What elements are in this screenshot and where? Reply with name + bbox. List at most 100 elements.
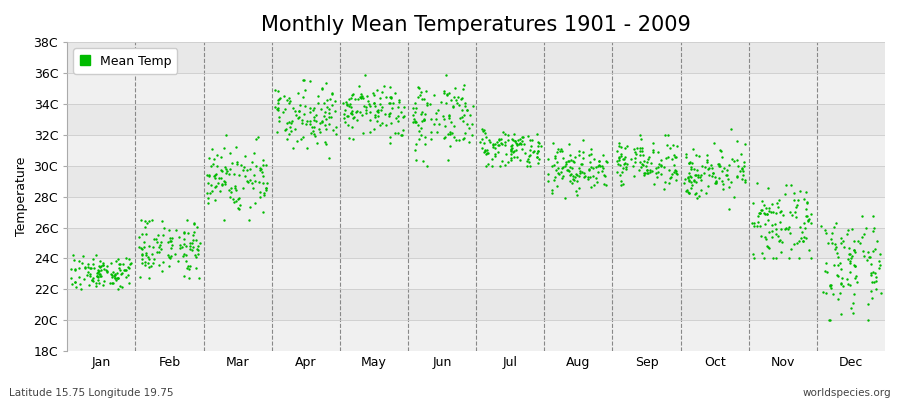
Point bbox=[246, 185, 260, 191]
Point bbox=[584, 184, 598, 190]
Point bbox=[585, 173, 599, 179]
Point bbox=[444, 96, 458, 103]
Point bbox=[298, 87, 312, 94]
Point bbox=[583, 146, 598, 152]
Point bbox=[215, 181, 230, 188]
Point bbox=[206, 161, 220, 167]
Point bbox=[505, 136, 519, 142]
Point bbox=[627, 172, 642, 179]
Point bbox=[462, 124, 476, 131]
Point bbox=[501, 137, 516, 143]
Point bbox=[408, 118, 422, 124]
Point bbox=[175, 244, 189, 250]
Point bbox=[843, 258, 858, 264]
Point bbox=[304, 124, 319, 130]
Point bbox=[613, 172, 627, 178]
Point bbox=[796, 196, 811, 202]
Point bbox=[391, 103, 405, 110]
Point bbox=[484, 162, 499, 169]
Point bbox=[156, 259, 170, 265]
Point bbox=[227, 199, 241, 205]
Point bbox=[361, 98, 375, 104]
Point bbox=[226, 196, 240, 202]
Point bbox=[145, 251, 159, 258]
Point bbox=[572, 152, 586, 159]
Point bbox=[68, 266, 82, 272]
Point bbox=[868, 274, 883, 280]
Point bbox=[633, 148, 647, 154]
Point bbox=[567, 159, 581, 165]
Point bbox=[328, 130, 343, 137]
Point bbox=[598, 182, 613, 188]
Point bbox=[248, 172, 262, 178]
Point bbox=[504, 157, 518, 163]
Point bbox=[346, 108, 360, 114]
Point bbox=[209, 182, 223, 189]
Point bbox=[783, 209, 797, 216]
Point bbox=[176, 230, 191, 236]
Point bbox=[669, 177, 683, 183]
Point bbox=[300, 145, 314, 151]
Point bbox=[572, 148, 586, 154]
Point bbox=[304, 130, 319, 136]
Point bbox=[702, 165, 716, 172]
Point bbox=[636, 162, 651, 168]
Point bbox=[231, 205, 246, 211]
Point bbox=[83, 264, 97, 271]
Point bbox=[771, 197, 786, 204]
Point bbox=[661, 154, 675, 160]
Point bbox=[156, 232, 170, 238]
Point bbox=[253, 166, 267, 173]
Point bbox=[151, 244, 166, 250]
Point bbox=[95, 262, 110, 268]
Point bbox=[165, 242, 179, 248]
Point bbox=[292, 108, 306, 114]
Point bbox=[284, 120, 298, 126]
Point bbox=[448, 137, 463, 143]
Point bbox=[454, 114, 469, 120]
Point bbox=[640, 170, 654, 176]
Point bbox=[202, 172, 216, 178]
Point bbox=[489, 153, 503, 160]
Point bbox=[253, 189, 267, 195]
Point bbox=[832, 290, 847, 296]
Point bbox=[847, 246, 861, 253]
Point bbox=[656, 164, 670, 170]
Point bbox=[258, 184, 273, 191]
Point bbox=[345, 92, 359, 98]
Point bbox=[684, 179, 698, 185]
Point bbox=[373, 95, 387, 101]
Point bbox=[819, 260, 833, 266]
Point bbox=[191, 247, 205, 254]
Point bbox=[679, 188, 693, 195]
Point bbox=[72, 281, 86, 287]
Point bbox=[506, 137, 520, 143]
Point bbox=[325, 91, 339, 98]
Point bbox=[694, 172, 708, 178]
Point bbox=[491, 148, 506, 155]
Point bbox=[445, 130, 459, 136]
Point bbox=[446, 122, 461, 129]
Point bbox=[314, 86, 328, 92]
Point bbox=[178, 251, 193, 258]
Point bbox=[757, 221, 771, 228]
Point bbox=[612, 157, 626, 163]
Point bbox=[229, 144, 243, 151]
Point bbox=[847, 262, 861, 268]
Point bbox=[210, 152, 224, 158]
Point bbox=[192, 275, 206, 281]
Point bbox=[344, 110, 358, 116]
Point bbox=[611, 155, 625, 162]
Point bbox=[515, 138, 529, 144]
Point bbox=[513, 140, 527, 146]
Point bbox=[644, 168, 659, 174]
Point bbox=[268, 104, 283, 110]
Point bbox=[239, 167, 254, 173]
Point bbox=[582, 166, 597, 172]
Point bbox=[282, 130, 296, 137]
Point bbox=[122, 261, 137, 267]
Point bbox=[278, 106, 293, 113]
Point bbox=[186, 220, 201, 226]
Point bbox=[642, 154, 656, 160]
Point bbox=[725, 156, 740, 162]
